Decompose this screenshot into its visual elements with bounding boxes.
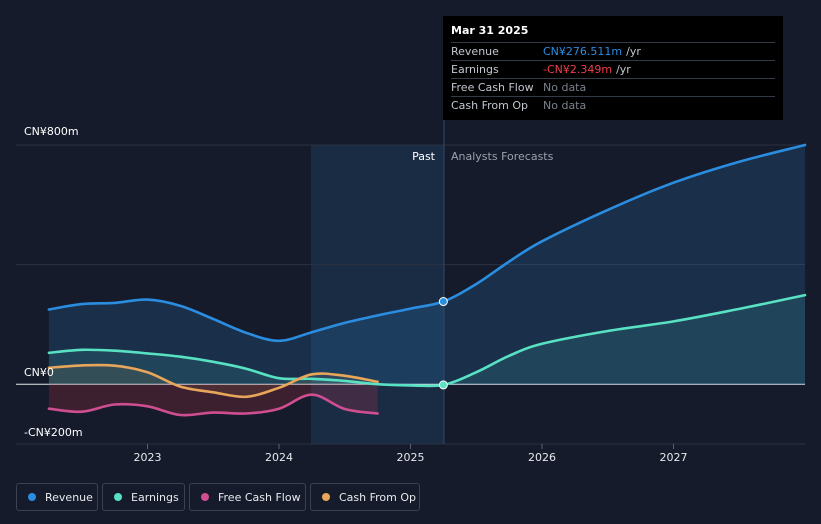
tooltip-label: Free Cash Flow [451, 81, 534, 94]
highlight-dot-revenue [438, 297, 448, 307]
tooltip-value: -CN¥2.349m [543, 63, 613, 76]
y-tick-label-min: -CN¥200m [24, 426, 83, 439]
past-highlight-band [311, 145, 444, 444]
series-area-free-cash-flow [48, 384, 378, 416]
tooltip-value: No data [543, 81, 587, 94]
series-area-cash-from-op [48, 364, 378, 397]
legend-label: Revenue [45, 490, 93, 504]
x-tick-label: 2025 [397, 451, 425, 464]
x-tick-label: 2027 [660, 451, 688, 464]
x-tick-label: 2024 [265, 451, 293, 464]
tooltip-unit: /yr [616, 63, 631, 76]
series-area-revenue [48, 145, 805, 385]
legend-label: Free Cash Flow [218, 490, 301, 504]
legend-dot-icon [28, 493, 36, 501]
tooltip-value: No data [543, 99, 587, 112]
legend-item-cash-from-op[interactable]: Cash From Op [310, 483, 420, 511]
tooltip-row-cash-from-op: Cash From Op No data [451, 96, 775, 114]
tooltip-unit: /yr [626, 45, 641, 58]
legend-label: Cash From Op [339, 490, 417, 504]
tooltip-date: Mar 31 2025 [451, 24, 529, 37]
legend-item-earnings[interactable]: Earnings [102, 483, 185, 511]
forecast-label: Analysts Forecasts [451, 150, 554, 163]
x-axis-ticks: 2023 2024 2025 2026 2027 [134, 444, 688, 464]
series-line-earnings [47, 293, 807, 388]
data-tooltip: Mar 31 2025 Revenue CN¥276.511m /yr Earn… [443, 16, 783, 120]
series-lines [47, 143, 807, 417]
legend-dot-icon [201, 493, 209, 501]
legend-dot-icon [322, 493, 330, 501]
y-tick-label-max: CN¥800m [24, 125, 79, 138]
past-label: Past [412, 150, 436, 163]
highlight-dots [438, 297, 448, 390]
series-areas [48, 145, 805, 416]
x-tick-label: 2026 [528, 451, 556, 464]
highlight-dot-earnings [438, 380, 448, 390]
y-tick-label-zero: CN¥0 [24, 366, 54, 379]
series-area-earnings [48, 295, 805, 387]
tooltip-label: Cash From Op [451, 99, 529, 112]
legend-item-free-cash-flow[interactable]: Free Cash Flow [189, 483, 306, 511]
tooltip-row-earnings: Earnings -CN¥2.349m /yr [451, 60, 775, 78]
tooltip-row-free-cash-flow: Free Cash Flow No data [451, 78, 775, 96]
tooltip-label: Earnings [451, 63, 499, 76]
legend-dot-icon [114, 493, 122, 501]
tooltip-label: Revenue [451, 45, 499, 58]
tooltip-value: CN¥276.511m [543, 45, 623, 58]
series-line-free-cash-flow [47, 393, 379, 417]
legend-item-revenue[interactable]: Revenue [16, 483, 98, 511]
x-tick-label: 2023 [134, 451, 162, 464]
legend-label: Earnings [131, 490, 179, 504]
series-line-revenue [47, 143, 807, 343]
series-line-cash-from-op [47, 363, 379, 399]
tooltip-row-revenue: Revenue CN¥276.511m /yr [451, 42, 775, 60]
